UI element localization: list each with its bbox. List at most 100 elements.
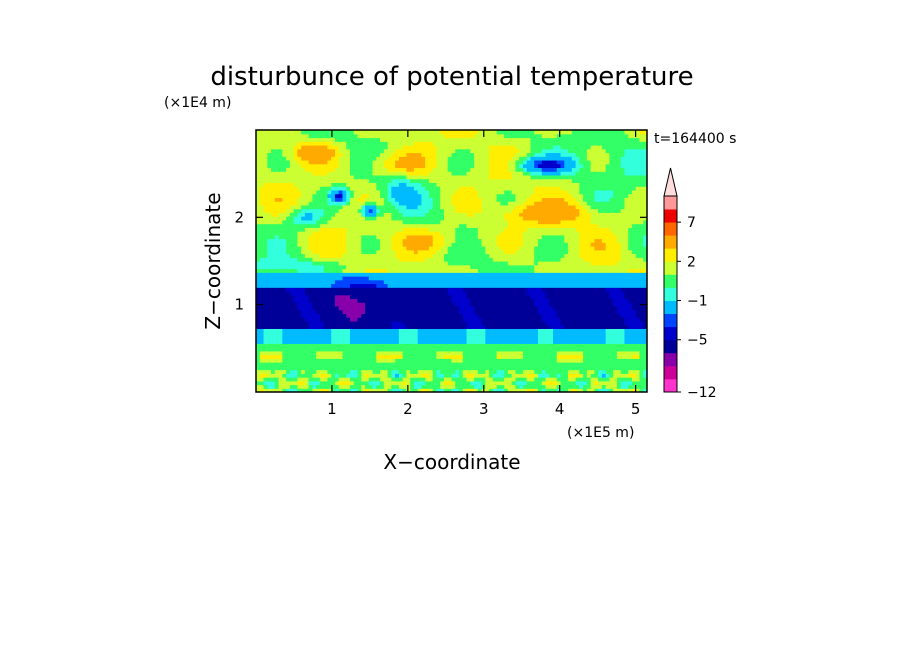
contour-cell <box>594 264 599 270</box>
contour-cell <box>496 246 501 251</box>
contour-cell <box>346 313 351 318</box>
contour-cell <box>387 238 392 243</box>
contour-cell <box>282 347 287 352</box>
contour-cell <box>391 313 396 318</box>
contour-cell <box>530 354 535 359</box>
contour-cell <box>323 283 329 288</box>
contour-cell <box>271 290 276 296</box>
contour-cell <box>511 219 517 225</box>
contour-cell <box>534 234 539 240</box>
contour-cell <box>316 317 321 322</box>
contour-cell <box>428 234 434 240</box>
contour-cell <box>368 369 374 374</box>
contour-cell <box>553 257 558 262</box>
contour-cell <box>312 219 317 225</box>
contour-cell <box>560 317 565 322</box>
contour-cell <box>537 313 543 318</box>
contour-cell <box>624 212 629 217</box>
contour-cell <box>474 268 479 273</box>
contour-cell <box>571 253 577 258</box>
contour-cell <box>413 362 419 367</box>
contour-cell <box>383 223 389 228</box>
contour-cell <box>583 275 588 281</box>
contour-cell <box>395 287 400 292</box>
contour-cell <box>256 234 261 240</box>
contour-cell <box>624 298 629 303</box>
contour-cell <box>590 324 595 329</box>
contour-cell <box>560 287 565 292</box>
contour-cell <box>586 294 592 300</box>
contour-cell <box>259 242 265 247</box>
contour-cell <box>601 231 607 236</box>
contour-cell <box>304 257 310 262</box>
contour-cell <box>451 320 456 326</box>
contour-cell <box>428 313 434 318</box>
contour-cell <box>455 290 460 296</box>
contour-cell <box>259 313 265 318</box>
contour-cell <box>259 290 265 296</box>
contour-cell <box>274 287 280 292</box>
contour-cell <box>568 362 573 367</box>
contour-cell <box>357 324 362 329</box>
contour-cell <box>605 320 610 326</box>
contour-cell <box>553 294 558 300</box>
contour-cell <box>286 354 291 359</box>
contour-cell <box>391 242 396 247</box>
contour-cell <box>571 275 577 281</box>
contour-cell <box>365 358 370 363</box>
contour-cell <box>372 219 377 225</box>
contour-cell <box>398 279 404 285</box>
contour-cell <box>466 298 471 303</box>
contour-cell <box>421 264 426 270</box>
contour-cell <box>263 212 268 217</box>
contour-cell <box>413 249 419 255</box>
contour-cell <box>485 223 490 228</box>
contour-cell <box>628 317 633 322</box>
contour-cell <box>274 212 280 217</box>
contour-cell <box>293 309 298 314</box>
contour-cell <box>319 264 325 270</box>
contour-cell <box>601 290 607 296</box>
contour-cell <box>579 313 584 318</box>
contour-cell <box>620 261 626 266</box>
contour-cell <box>492 275 498 281</box>
contour-cell <box>631 287 637 292</box>
contour-cell <box>594 234 599 240</box>
contour-cell <box>556 253 562 258</box>
contour-cell <box>312 332 317 337</box>
contour-cell <box>500 253 505 258</box>
contour-cell <box>485 249 490 255</box>
contour-cell <box>628 302 633 307</box>
contour-cell <box>421 373 426 378</box>
contour-cell <box>549 234 554 240</box>
contour-cell <box>522 313 528 318</box>
contour-cell <box>278 388 283 392</box>
contour-cell <box>432 264 438 270</box>
contour-cell <box>271 373 276 378</box>
contour-cell <box>402 234 407 240</box>
contour-cell <box>357 305 362 311</box>
contour-cell <box>455 261 460 266</box>
contour-cell <box>436 373 441 378</box>
contour-cell <box>568 302 573 307</box>
contour-cell <box>470 350 475 356</box>
contour-cell <box>398 298 404 303</box>
contour-cell <box>507 328 513 333</box>
contour-cell <box>376 380 381 386</box>
contour-cell <box>282 362 287 367</box>
contour-cell <box>301 249 306 255</box>
contour-cell <box>297 298 302 303</box>
contour-cell <box>357 264 362 270</box>
contour-cell <box>613 313 618 318</box>
contour-cell <box>541 227 547 232</box>
contour-cell <box>545 384 550 389</box>
contour-cell <box>387 339 392 344</box>
contour-cell <box>620 362 626 367</box>
contour-cell <box>395 343 400 348</box>
contour-cell <box>560 358 565 363</box>
contour-cell <box>492 268 498 273</box>
contour-cell <box>259 294 265 300</box>
contour-cell <box>443 242 449 247</box>
contour-cell <box>534 384 539 389</box>
contour-cell <box>481 268 486 273</box>
